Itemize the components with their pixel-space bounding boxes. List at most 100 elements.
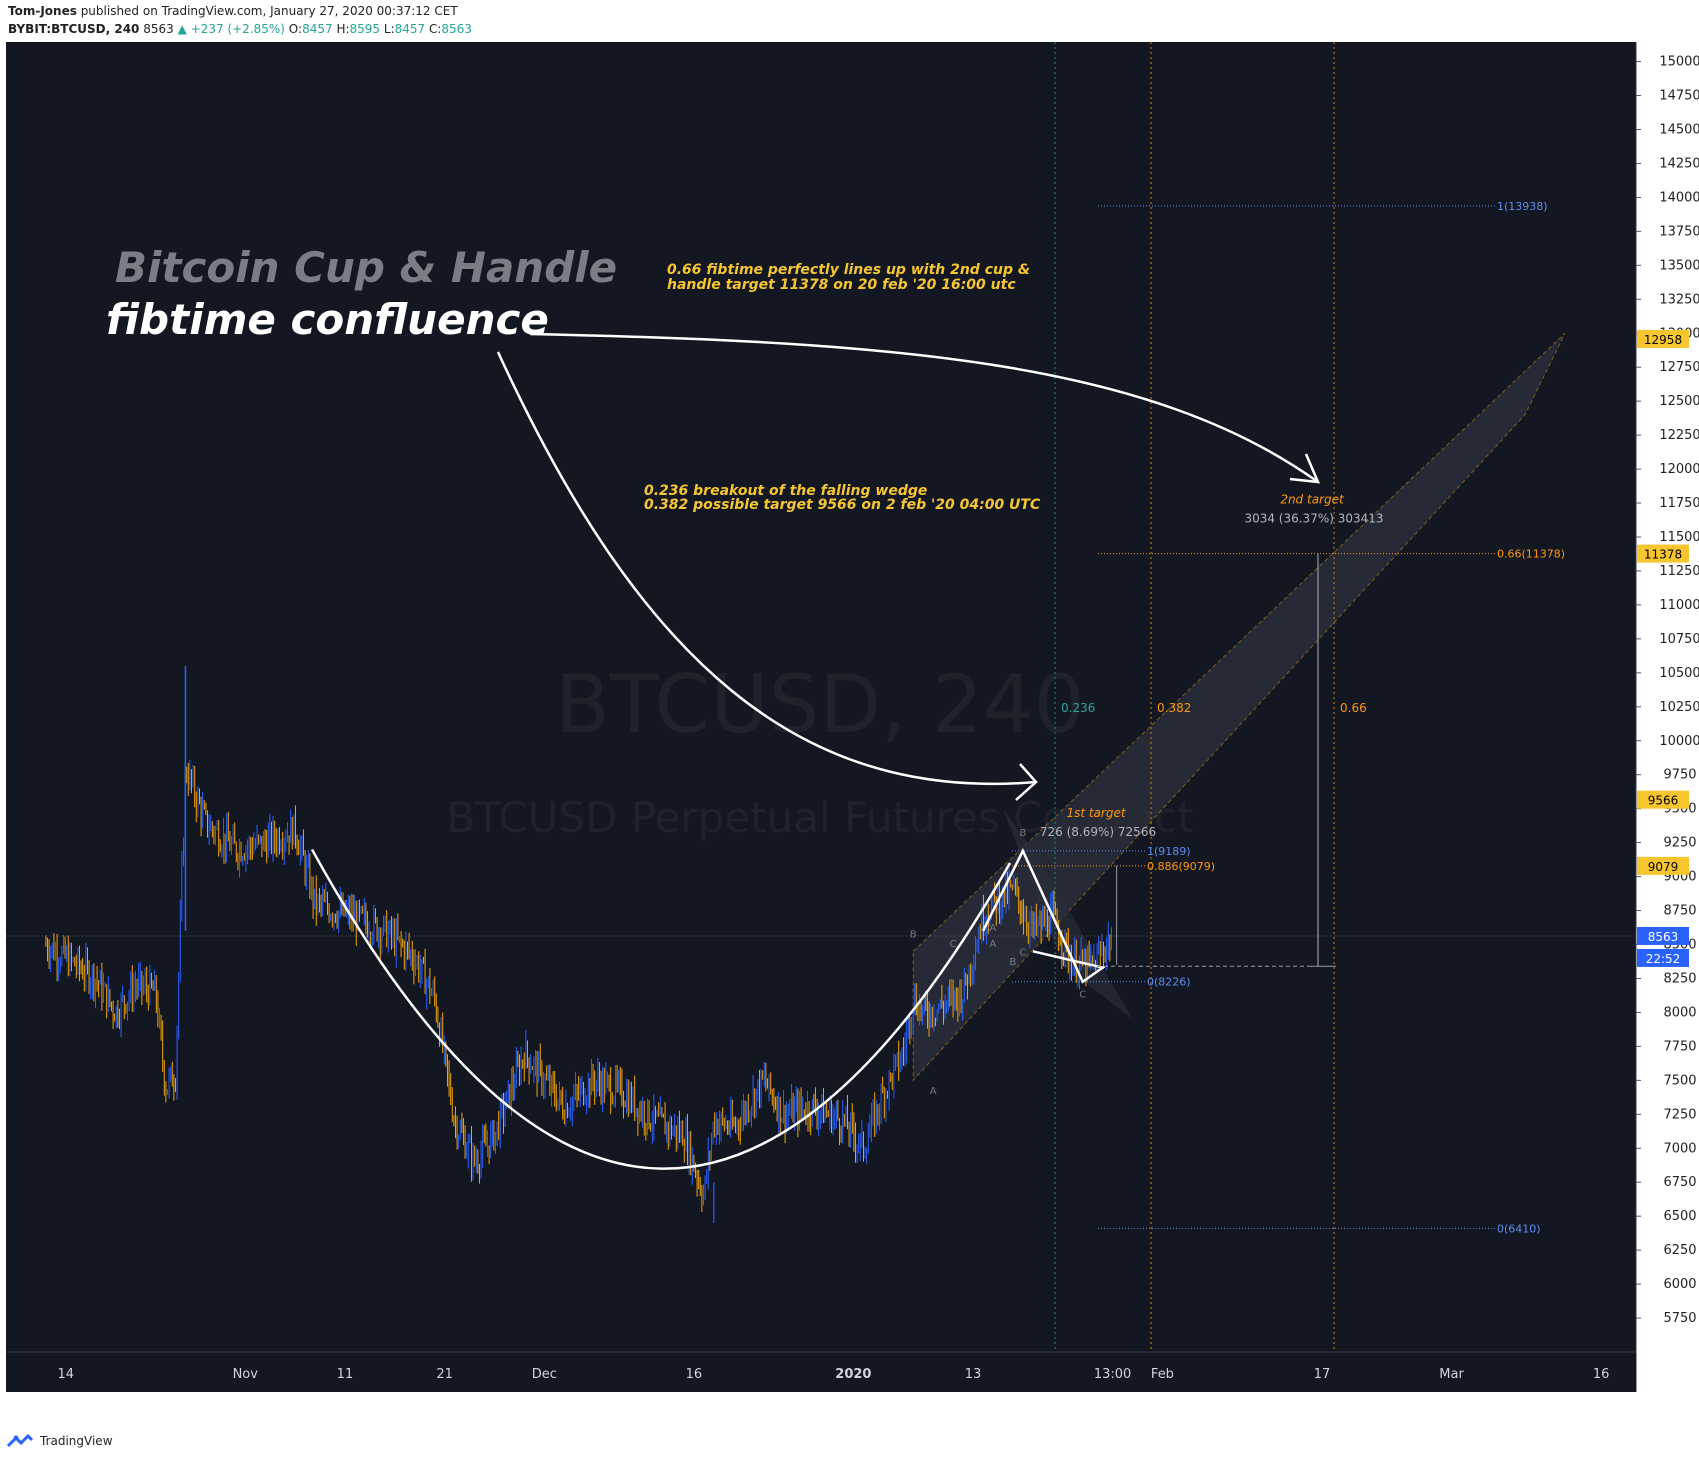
price-chart[interactable]: BTCUSD, 240 BTCUSD Perpetual Futures Con… (0, 42, 1699, 1422)
price-tick-label: 11500 (1659, 530, 1699, 545)
time-tick-label: 13:00 (1094, 1367, 1131, 1382)
price-tick-label: 7500 (1663, 1073, 1696, 1088)
close-label: C: (429, 22, 442, 36)
arrow-066 (529, 332, 1319, 484)
rising-channel (912, 332, 1566, 1082)
author-name[interactable]: Tom-Jones (8, 4, 77, 18)
time-tick-label: Dec (532, 1367, 557, 1382)
price-tick-label: 6750 (1663, 1175, 1696, 1190)
fib-level-label: 0.66(11378) (1497, 548, 1565, 561)
cup-curve (310, 848, 1012, 1170)
pattern-point-label: B (910, 930, 917, 941)
publish-text: published on TradingView.com, January 27… (80, 4, 458, 18)
pattern-point-label: A (930, 1086, 937, 1097)
price-tick-label: 12500 (1659, 394, 1699, 409)
pattern-point-label: A (990, 923, 997, 934)
price-tick-label: 14500 (1659, 123, 1699, 138)
text-layer: Bitcoin Cup & Handle fibtime confluence … (106, 200, 1565, 1236)
target-title: 2nd target (1280, 493, 1345, 507)
price-tick-label: 7000 (1663, 1141, 1696, 1156)
watermark-symbol: BTCUSD, 240 (555, 658, 1084, 751)
pattern-point-label: C (1079, 989, 1086, 1000)
price-change: ▲ +237 (+2.85%) (177, 22, 285, 36)
price-tick-label: 7250 (1663, 1107, 1696, 1122)
symbol-name[interactable]: BYBIT:BTCUSD, 240 (8, 22, 140, 36)
price-tick-label: 15000 (1659, 55, 1699, 70)
price-tick-label: 12000 (1659, 462, 1699, 477)
fib-level-label: 1(13938) (1497, 200, 1548, 213)
price-badge-label: 9079 (1648, 860, 1679, 874)
pattern-point-label: C (950, 939, 957, 950)
low-value: 8457 (394, 22, 426, 36)
price-axis-background (1636, 42, 1699, 1392)
price-tick-label: 10250 (1659, 700, 1699, 715)
price-badge (1637, 948, 1689, 967)
price-badge-label: 9566 (1648, 794, 1679, 808)
price-tick-label: 6500 (1663, 1209, 1696, 1224)
open-label: O: (288, 22, 303, 36)
open-value: 8457 (302, 22, 333, 36)
price-badge (1637, 926, 1689, 945)
price-tick-label: 6250 (1663, 1243, 1696, 1258)
price-tick-label: 11750 (1659, 496, 1699, 511)
price-tick-label: 5750 (1663, 1311, 1696, 1326)
time-tick-label: Feb (1151, 1367, 1174, 1382)
time-tick-label: Nov (233, 1367, 259, 1382)
price-badge-label: 8563 (1648, 930, 1679, 944)
pattern-point-label: B (1019, 828, 1026, 839)
annotation-0236-line2: 0.382 possible target 9566 on 2 feb '20 … (644, 497, 1041, 513)
price-tick-label: 6000 (1663, 1277, 1696, 1292)
publish-info: Tom-Jones published on TradingView.com, … (8, 4, 458, 18)
candles-layer (45, 666, 1112, 1223)
price-tick-label: 11250 (1659, 564, 1699, 579)
price-tick-label: 14250 (1659, 156, 1699, 171)
price-tick-label: 14750 (1659, 89, 1699, 104)
handle-pattern (981, 848, 1106, 984)
footer: TradingView (6, 1433, 113, 1449)
price-badge (1637, 329, 1689, 348)
axes-layer: 15000 14750 14500 14250 14000 13750 13500 13250… (6, 42, 1699, 1392)
price-badge-label: 12958 (1644, 333, 1682, 347)
annotation-066-line2: handle target 11378 on 20 feb '20 16:00 … (667, 277, 1016, 293)
price-tick-label: 13500 (1659, 258, 1699, 273)
fib-level-label: 0(8226) (1147, 976, 1191, 989)
price-tick-label: 8750 (1663, 904, 1696, 919)
time-tick-label: 14 (58, 1367, 75, 1382)
price-tick-label: 8250 (1663, 971, 1696, 986)
price-tick-label: 13750 (1659, 224, 1699, 239)
pattern-point-label: B (1009, 957, 1016, 968)
time-tick-label: 11 (337, 1367, 354, 1382)
target-measure: 726 (8.69%) 72566 (1040, 825, 1156, 839)
fib-time-label: 0.66 (1340, 701, 1367, 715)
high-label: H: (336, 22, 350, 36)
pattern-point-label: C (1019, 947, 1026, 958)
price-tick-label: 10500 (1659, 666, 1699, 681)
drawings-layer (6, 42, 1636, 1352)
time-tick-label: 2020 (835, 1367, 871, 1382)
price-tick-label: 12750 (1659, 360, 1699, 375)
price-tick-label: 14000 (1659, 190, 1699, 205)
price-badge (1637, 544, 1689, 563)
footer-brand[interactable]: TradingView (40, 1434, 113, 1448)
tradingview-logo-icon (6, 1433, 34, 1448)
arrow-066-head (1289, 453, 1320, 484)
time-tick-label: 16 (1593, 1367, 1610, 1382)
fib-level-label: 1(9189) (1147, 845, 1191, 858)
price-tick-label: 9250 (1663, 836, 1696, 851)
time-tick-label: 21 (436, 1367, 453, 1382)
fib-level-label: 0.886(9079) (1147, 860, 1215, 873)
fib-level-label: 0(6410) (1497, 1222, 1541, 1235)
price-tick-label: 10750 (1659, 632, 1699, 647)
price-tick-label: 11000 (1659, 598, 1699, 613)
time-tick-label: Mar (1439, 1367, 1464, 1382)
time-axis-background (6, 1352, 1636, 1392)
pattern-point-label: A (990, 939, 997, 950)
close-value: 8563 (441, 22, 472, 36)
price-tick-label: 9750 (1663, 768, 1696, 783)
target-measure: 3034 (36.37%) 303413 (1244, 512, 1383, 526)
fib-time-label: 0.236 (1061, 701, 1095, 715)
low-label: L: (383, 22, 395, 36)
chart-background (6, 42, 1636, 1392)
price-badge (1637, 856, 1689, 875)
price-badge-label: 11378 (1644, 548, 1682, 562)
